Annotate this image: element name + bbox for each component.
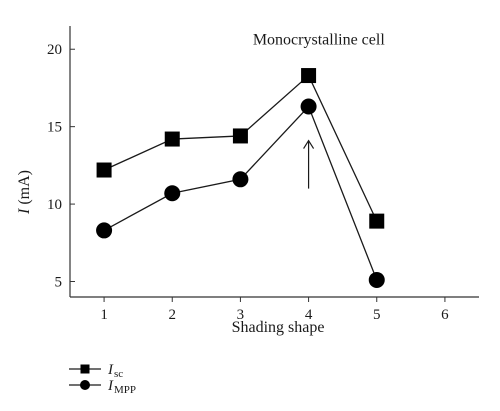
arrow-head bbox=[303, 139, 315, 149]
x-tick-label: 5 bbox=[373, 307, 381, 323]
y-axis-unit: (mA) bbox=[16, 170, 33, 209]
legend-label-sc: Isc bbox=[107, 362, 123, 380]
x-tick-label: 4 bbox=[305, 307, 313, 323]
x-tick-label: 6 bbox=[441, 307, 449, 323]
data-point-mpp bbox=[164, 185, 181, 202]
legend-marker-mpp bbox=[80, 380, 90, 390]
legend-marker-sc bbox=[80, 364, 90, 374]
y-tick-label: 10 bbox=[47, 197, 62, 213]
y-tick-label: 15 bbox=[47, 120, 62, 136]
data-point-mpp bbox=[96, 222, 113, 239]
x-tick-label: 2 bbox=[169, 307, 177, 323]
data-point-sc bbox=[164, 131, 180, 147]
plot-area: 1 2 3 4 5 6 5 10 15 20 Monocrystalline cell bbox=[47, 26, 479, 323]
y-tick-label: 5 bbox=[55, 275, 63, 291]
data-point-mpp bbox=[232, 171, 249, 188]
data-point-mpp bbox=[368, 271, 385, 288]
series-line-sc bbox=[103, 74, 378, 222]
legend-symbol: I bbox=[107, 362, 114, 378]
data-point-sc bbox=[96, 162, 112, 178]
y-tick-label: 20 bbox=[47, 42, 62, 58]
data-point-sc bbox=[369, 213, 385, 229]
x-tick-label: 3 bbox=[237, 307, 245, 323]
legend-subscript: MPP bbox=[114, 384, 136, 396]
x-tick-label: 1 bbox=[100, 307, 108, 323]
legend-label-mpp: IMPP bbox=[107, 378, 136, 396]
y-axis-title: I (mA) bbox=[16, 170, 33, 215]
legend-subscript: sc bbox=[114, 368, 123, 380]
annotation-text: Monocrystalline cell bbox=[253, 32, 386, 49]
data-point-sc bbox=[232, 128, 248, 144]
x-axis-title: Shading shape bbox=[232, 319, 325, 336]
data-point-sc bbox=[301, 68, 317, 84]
y-axis-symbol: I bbox=[16, 208, 33, 215]
data-point-mpp bbox=[300, 98, 317, 115]
legend-symbol: I bbox=[107, 378, 114, 394]
